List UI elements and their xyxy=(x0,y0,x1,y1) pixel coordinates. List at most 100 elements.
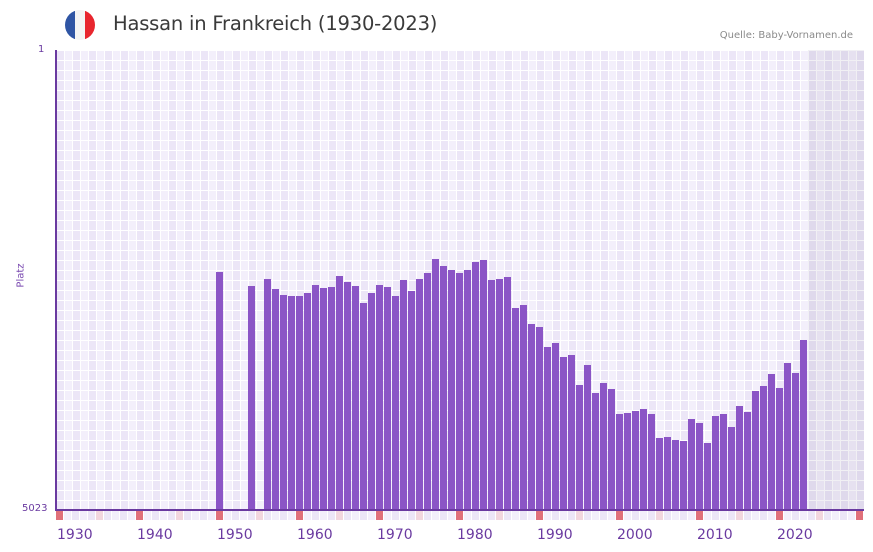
year-marker xyxy=(496,511,503,520)
year-marker xyxy=(144,511,151,520)
year-marker xyxy=(568,511,575,520)
bar-1978 xyxy=(440,265,447,510)
bar-1976 xyxy=(424,272,431,510)
year-marker xyxy=(656,511,663,520)
bar-1964 xyxy=(328,287,335,510)
year-marker xyxy=(192,511,199,520)
year-marker xyxy=(560,511,567,520)
year-marker xyxy=(360,511,367,520)
year-marker xyxy=(600,511,607,520)
year-marker xyxy=(136,511,143,520)
x-tick-label: 1970 xyxy=(377,527,413,543)
year-marker xyxy=(160,511,167,520)
bar-1999 xyxy=(608,388,615,510)
year-marker xyxy=(112,511,119,520)
bar-1996 xyxy=(584,364,591,510)
bar-1998 xyxy=(600,383,607,510)
year-marker xyxy=(592,511,599,520)
bar-2023 xyxy=(800,339,807,510)
year-marker xyxy=(528,511,535,520)
bar-1970 xyxy=(376,284,383,510)
year-marker xyxy=(312,511,319,520)
year-marker xyxy=(408,511,415,520)
year-marker xyxy=(808,511,815,520)
bar-1962 xyxy=(312,284,319,510)
year-marker xyxy=(152,511,159,520)
year-marker xyxy=(240,511,247,520)
x-tick-label: 1980 xyxy=(457,527,493,543)
bar-1950 xyxy=(216,271,223,510)
year-marker xyxy=(128,511,135,520)
year-marker xyxy=(712,511,719,520)
year-marker xyxy=(464,511,471,520)
bar-1990 xyxy=(536,326,543,510)
flag-white-stripe xyxy=(75,10,85,40)
source-label: Quelle: Baby-Vornamen.de xyxy=(719,30,853,41)
year-marker xyxy=(272,511,279,520)
bar-1969 xyxy=(368,292,375,510)
year-marker xyxy=(344,511,351,520)
year-marker xyxy=(832,511,839,520)
year-marker xyxy=(744,511,751,520)
x-axis-line xyxy=(55,509,864,511)
bar-1985 xyxy=(496,278,503,510)
year-marker xyxy=(248,511,255,520)
bar-1961 xyxy=(304,292,311,510)
year-marker xyxy=(512,511,519,520)
year-marker xyxy=(824,511,831,520)
bar-2005 xyxy=(656,437,663,510)
france-flag-icon xyxy=(65,10,95,40)
year-marker xyxy=(368,511,375,520)
year-marker xyxy=(816,511,823,520)
year-marker xyxy=(376,511,383,520)
grid xyxy=(56,50,864,510)
bar-1963 xyxy=(320,288,327,510)
bar-1987 xyxy=(512,307,519,510)
year-marker xyxy=(216,511,223,520)
bar-1965 xyxy=(336,276,343,510)
bar-2013 xyxy=(720,413,727,510)
bar-1973 xyxy=(400,279,407,510)
year-marker xyxy=(280,511,287,520)
year-marker xyxy=(208,511,215,520)
year-marker xyxy=(696,511,703,520)
bar-2001 xyxy=(624,412,631,510)
year-marker xyxy=(472,511,479,520)
year-marker xyxy=(752,511,759,520)
bar-1959 xyxy=(288,295,295,510)
bar-2009 xyxy=(688,419,695,510)
year-marker xyxy=(256,511,263,520)
year-marker xyxy=(680,511,687,520)
year-marker xyxy=(856,511,863,520)
year-marker xyxy=(576,511,583,520)
year-marker xyxy=(120,511,127,520)
bar-1995 xyxy=(576,384,583,510)
year-marker xyxy=(432,511,439,520)
bar-1982 xyxy=(472,262,479,510)
bar-2007 xyxy=(672,439,679,510)
year-marker xyxy=(200,511,207,520)
year-marker xyxy=(584,511,591,520)
bar-1988 xyxy=(520,304,527,510)
year-marker xyxy=(416,511,423,520)
bar-2011 xyxy=(704,443,711,510)
year-marker xyxy=(288,511,295,520)
bar-1977 xyxy=(432,258,439,510)
y-axis-title: Platz xyxy=(15,263,27,288)
year-marker xyxy=(848,511,855,520)
year-marker xyxy=(536,511,543,520)
bar-1958 xyxy=(280,294,287,510)
bar-2019 xyxy=(768,373,775,510)
year-marker xyxy=(304,511,311,520)
bar-1992 xyxy=(552,342,559,510)
bar-2022 xyxy=(792,372,799,510)
bar-1994 xyxy=(568,354,575,510)
bar-1993 xyxy=(560,356,567,510)
x-tick-label: 2010 xyxy=(697,527,733,543)
year-marker xyxy=(456,511,463,520)
year-marker xyxy=(64,511,71,520)
flag-red-stripe xyxy=(85,10,95,40)
bar-2010 xyxy=(696,423,703,510)
year-marker xyxy=(488,511,495,520)
x-tick-label: 1940 xyxy=(137,527,173,543)
